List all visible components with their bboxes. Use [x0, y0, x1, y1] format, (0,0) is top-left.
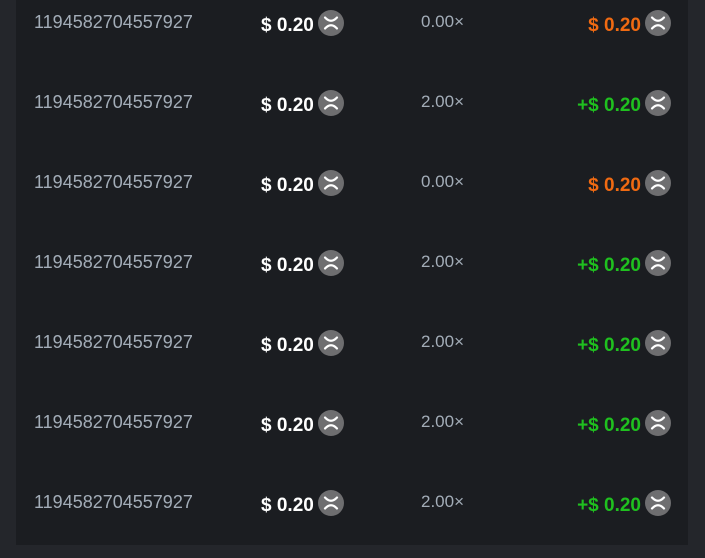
- table-row[interactable]: 1194582704557927 $ 0.20 2.00× +$ 0.20: [16, 78, 688, 158]
- payout-text: $ 0.20: [588, 15, 641, 36]
- table-row[interactable]: 1194582704557927 $ 0.20 2.00× +$ 0.20: [16, 238, 688, 318]
- bet-amount: $ 0.20: [261, 250, 344, 282]
- payout-text: +$ 0.20: [577, 95, 641, 116]
- bet-amount: $ 0.20: [261, 490, 344, 522]
- bet-id: 1194582704557927: [34, 92, 193, 112]
- table-row[interactable]: 1194582704557927 $ 0.20 0.00× $ 0.20: [16, 158, 688, 238]
- payout: $ 0.20: [588, 170, 671, 202]
- bets-table: 1194582704557927 $ 0.20 0.00× $ 0.20 1194…: [16, 0, 688, 545]
- bet-amount-text: $ 0.20: [261, 175, 314, 196]
- payout-text: +$ 0.20: [577, 495, 641, 516]
- payout-text: $ 0.20: [588, 175, 641, 196]
- payout-text: +$ 0.20: [577, 335, 641, 356]
- xrp-coin-icon: [645, 330, 671, 362]
- bet-id: 1194582704557927: [34, 492, 193, 512]
- bet-amount: $ 0.20: [261, 10, 344, 42]
- payout-text: +$ 0.20: [577, 415, 641, 436]
- payout: +$ 0.20: [577, 410, 671, 442]
- multiplier: 2.00×: [421, 412, 465, 431]
- xrp-coin-icon: [645, 490, 671, 522]
- payout: +$ 0.20: [577, 250, 671, 282]
- payout: $ 0.20: [588, 10, 671, 42]
- bet-id: 1194582704557927: [34, 12, 193, 32]
- payout: +$ 0.20: [577, 330, 671, 362]
- multiplier: 2.00×: [421, 332, 465, 351]
- payout: +$ 0.20: [577, 90, 671, 122]
- bet-amount-text: $ 0.20: [261, 255, 314, 276]
- bet-id: 1194582704557927: [34, 172, 193, 192]
- bet-amount-text: $ 0.20: [261, 335, 314, 356]
- xrp-coin-icon: [317, 250, 344, 282]
- bet-id: 1194582704557927: [34, 332, 193, 352]
- bet-id: 1194582704557927: [34, 252, 193, 272]
- table-row[interactable]: 1194582704557927 $ 0.20 2.00× +$ 0.20: [16, 478, 688, 558]
- xrp-coin-icon: [317, 170, 344, 202]
- table-row[interactable]: 1194582704557927 $ 0.20 2.00× +$ 0.20: [16, 398, 688, 478]
- payout: +$ 0.20: [577, 490, 671, 522]
- bet-id: 1194582704557927: [34, 412, 193, 432]
- xrp-coin-icon: [645, 250, 671, 282]
- bet-amount: $ 0.20: [261, 90, 344, 122]
- bet-amount: $ 0.20: [261, 170, 344, 202]
- table-row[interactable]: 1194582704557927 $ 0.20 2.00× +$ 0.20: [16, 318, 688, 398]
- table-row[interactable]: 1194582704557927 $ 0.20 0.00× $ 0.20: [16, 0, 688, 78]
- xrp-coin-icon: [317, 410, 344, 442]
- multiplier: 2.00×: [421, 252, 465, 271]
- xrp-coin-icon: [645, 90, 671, 122]
- bet-amount-text: $ 0.20: [261, 415, 314, 436]
- xrp-coin-icon: [317, 330, 344, 362]
- multiplier: 0.00×: [421, 172, 465, 191]
- multiplier: 2.00×: [421, 92, 465, 111]
- payout-text: +$ 0.20: [577, 255, 641, 276]
- xrp-coin-icon: [317, 490, 344, 522]
- xrp-coin-icon: [645, 410, 671, 442]
- xrp-coin-icon: [645, 10, 671, 42]
- bet-amount: $ 0.20: [261, 410, 344, 442]
- multiplier: 0.00×: [421, 12, 465, 31]
- xrp-coin-icon: [645, 170, 671, 202]
- bet-amount: $ 0.20: [261, 330, 344, 362]
- bet-amount-text: $ 0.20: [261, 495, 314, 516]
- xrp-coin-icon: [317, 10, 344, 42]
- multiplier: 2.00×: [421, 492, 465, 511]
- xrp-coin-icon: [317, 90, 344, 122]
- bet-amount-text: $ 0.20: [261, 15, 314, 36]
- bet-amount-text: $ 0.20: [261, 95, 314, 116]
